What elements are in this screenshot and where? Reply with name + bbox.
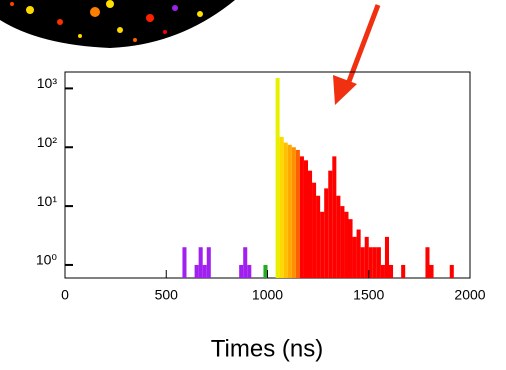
bar	[349, 219, 353, 278]
bar	[195, 265, 199, 278]
bar	[320, 212, 324, 278]
bar	[324, 188, 328, 278]
bar	[276, 78, 280, 278]
x-tick-label: 500	[155, 287, 179, 303]
x-axis-label: Times (ns)	[211, 335, 323, 362]
bar	[377, 247, 381, 278]
bar	[365, 237, 369, 278]
bar	[373, 247, 377, 278]
bar	[239, 265, 243, 278]
bar	[243, 247, 247, 278]
bar	[304, 160, 308, 278]
bar	[247, 265, 251, 278]
bar	[288, 145, 292, 278]
bar	[344, 212, 348, 278]
bar	[280, 137, 284, 278]
y-tick-label: 10³	[37, 75, 58, 91]
x-tick-label: 0	[61, 287, 69, 303]
bar	[182, 247, 186, 278]
bar	[385, 237, 389, 278]
bar	[340, 206, 344, 278]
bar	[369, 247, 373, 278]
bar	[357, 230, 361, 278]
bar	[312, 183, 316, 278]
bar	[332, 156, 336, 278]
bar	[336, 196, 340, 278]
y-tick-label: 10¹	[37, 193, 58, 209]
bar	[361, 247, 365, 278]
bar	[292, 147, 296, 278]
x-tick-label: 1000	[252, 287, 283, 303]
bar	[300, 156, 304, 278]
bar	[430, 265, 434, 278]
bar	[296, 150, 300, 278]
bar	[199, 247, 203, 278]
bar	[316, 196, 320, 278]
detector-display	[0, 0, 235, 48]
arrow	[333, 5, 378, 105]
chart: Times (ns) 10⁰ 10¹ 10² 10³ 0 500 1000 1500 2000	[0, 0, 506, 370]
bar	[284, 143, 288, 278]
plot-frame	[65, 72, 470, 278]
x-tick-label: 2000	[454, 287, 485, 303]
y-tick-label: 10²	[37, 134, 58, 150]
y-tick-label: 10⁰	[36, 252, 58, 268]
bar	[263, 265, 267, 278]
bar	[450, 265, 454, 278]
bar	[381, 265, 385, 278]
bar	[308, 171, 312, 278]
bar	[207, 247, 211, 278]
bar	[425, 247, 429, 278]
x-tick-label: 1500	[353, 287, 384, 303]
bar	[203, 265, 207, 278]
bar	[401, 265, 405, 278]
bar	[328, 171, 332, 278]
bar	[353, 237, 357, 278]
bar	[389, 265, 393, 278]
